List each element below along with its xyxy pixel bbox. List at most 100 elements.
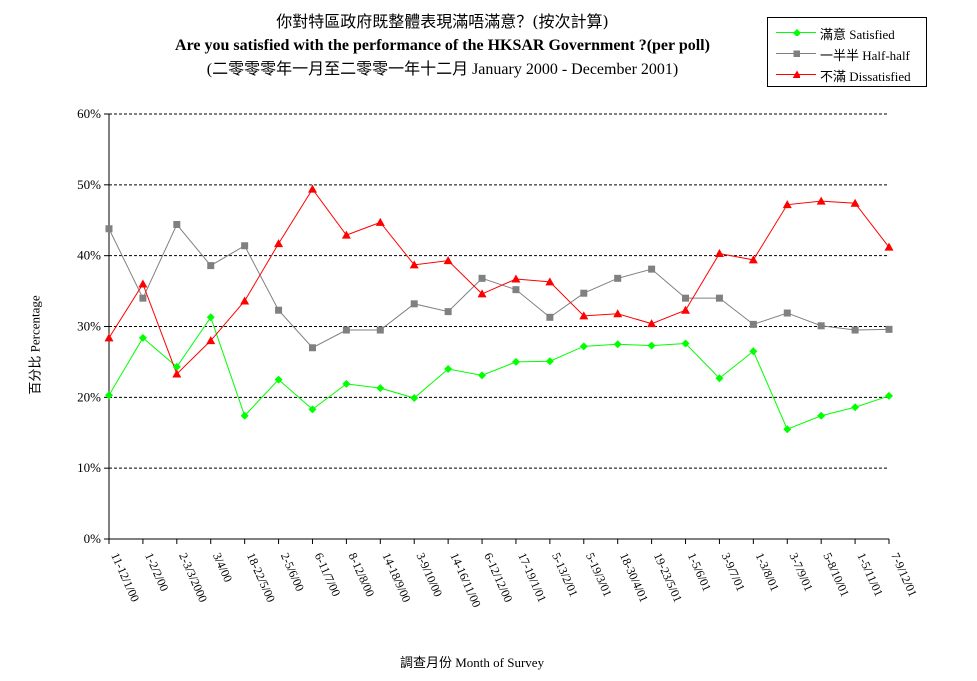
- x-tick-label: 3-9/10/00: [413, 551, 445, 599]
- data-point-series-2: [105, 225, 113, 233]
- data-point-series-1: [783, 425, 792, 434]
- data-point-series-1: [105, 391, 113, 400]
- y-tick-label: 10%: [77, 460, 101, 475]
- data-point-series-1: [511, 357, 520, 366]
- data-point-series-2: [512, 286, 520, 294]
- data-point-series-2: [885, 325, 893, 333]
- y-tick-label: 0%: [84, 531, 102, 546]
- data-point-series-3: [545, 277, 555, 286]
- x-tick-label: 2-3/3/2000: [176, 551, 210, 605]
- x-tick-label: 8-12/8/00: [346, 551, 378, 599]
- legend-marker: [793, 29, 800, 36]
- data-point-series-2: [207, 262, 215, 270]
- data-point-series-1: [715, 374, 724, 383]
- data-point-series-1: [206, 313, 215, 322]
- data-point-series-3: [443, 256, 453, 265]
- legend-label: 一半半 Half-half: [820, 48, 910, 63]
- series-line-3: [108, 188, 890, 375]
- data-point-series-1: [240, 411, 249, 420]
- data-point-series-3: [613, 309, 623, 318]
- data-point-series-3: [748, 255, 758, 264]
- y-tick-label: 40%: [77, 248, 101, 263]
- data-point-series-3: [307, 184, 317, 193]
- x-tick-label: 14-18/9/00: [380, 551, 414, 605]
- data-point-series-2: [275, 306, 283, 314]
- data-point-series-3: [206, 336, 216, 345]
- legend-label: 滿意 Satisfied: [820, 27, 895, 42]
- data-point-series-1: [172, 362, 181, 371]
- x-tick-label: 1-3/8/01: [753, 551, 782, 594]
- chart-subtitle: Are you satisfied with the performance o…: [175, 37, 710, 54]
- data-point-series-1: [851, 403, 860, 412]
- data-point-series-1: [579, 342, 588, 351]
- data-point-series-2: [478, 274, 486, 282]
- chart-title: 你對特區政府既整體表現滿唔滿意？(按次計算): [276, 12, 609, 31]
- data-point-series-2: [410, 300, 418, 308]
- data-point-series-1: [681, 339, 690, 348]
- data-point-series-3: [409, 260, 419, 269]
- data-point-series-2: [682, 294, 690, 302]
- x-tick-label: 1-2/2/00: [142, 551, 171, 594]
- data-point-series-3: [274, 239, 284, 248]
- data-point-series-2: [715, 294, 723, 302]
- legend-marker: [792, 70, 800, 78]
- title-block: 你對特區政府既整體表現滿唔滿意？(按次計算) Are you satisfied…: [0, 10, 885, 82]
- data-point-series-1: [545, 357, 554, 366]
- x-tick-label: 17-19/1/01: [515, 551, 549, 605]
- x-tick-label: 18-30/4/01: [617, 551, 651, 605]
- data-point-series-3: [850, 198, 860, 207]
- data-point-series-3: [782, 200, 792, 209]
- x-tick-label: 11-12/1/00: [108, 551, 142, 604]
- data-point-series-2: [376, 326, 384, 334]
- chart-period: (二零零零年一月至二零零一年十二月 January 2000 - Decembe…: [206, 61, 679, 78]
- data-point-series-1: [342, 379, 351, 388]
- data-point-series-3: [341, 230, 351, 239]
- chart-legend: 滿意 Satisfied 一半半 Half-half 不滿 Dissatisfied: [767, 17, 927, 87]
- data-point-series-3: [681, 305, 691, 314]
- data-point-series-3: [714, 249, 724, 258]
- data-point-series-1: [138, 333, 147, 342]
- x-tick-label: 1-5/6/01: [685, 551, 714, 594]
- y-tick-label: 50%: [77, 177, 101, 192]
- data-point-series-3: [884, 242, 894, 251]
- data-point-series-1: [647, 341, 656, 350]
- data-point-series-2: [241, 242, 249, 250]
- data-point-series-3: [511, 274, 521, 283]
- x-tick-label: 5-19/3/01: [583, 551, 615, 599]
- legend-item-1: 滿意 Satisfied: [768, 23, 926, 44]
- data-point-series-1: [444, 365, 453, 373]
- legend-item-3: 不滿 Dissatisfied: [768, 65, 926, 86]
- data-point-series-1: [817, 411, 826, 420]
- data-point-series-3: [172, 369, 182, 378]
- data-point-series-3: [647, 319, 657, 328]
- data-point-series-2: [580, 289, 588, 297]
- y-axis-label: 百分比 Percentage: [27, 295, 43, 395]
- series-line-2: [108, 223, 890, 349]
- x-tick-label: 19-23/5/01: [651, 551, 685, 605]
- y-tick-label: 60%: [77, 106, 101, 121]
- x-tick-label: 14-16/11/00: [447, 551, 483, 610]
- data-point-series-2: [173, 221, 181, 228]
- x-tick-label: 6-12/12/00: [481, 551, 515, 605]
- x-tick-label: 3-9/7/01: [719, 551, 748, 594]
- data-point-series-1: [308, 405, 317, 414]
- x-tick-label: 5-13/2/01: [549, 551, 581, 599]
- x-tick-label: 7-9/12/01: [888, 551, 920, 599]
- x-axis-label: 調查月份 Month of Survey: [400, 655, 545, 670]
- data-point-series-1: [478, 371, 487, 380]
- data-point-series-3: [816, 196, 826, 205]
- data-point-series-2: [308, 344, 316, 352]
- data-point-series-3: [138, 279, 148, 288]
- legend-label: 不滿 Dissatisfied: [820, 69, 911, 84]
- data-point-series-3: [240, 296, 250, 305]
- series-line-1: [108, 316, 890, 430]
- data-point-series-1: [274, 375, 283, 384]
- legend-marker: [793, 50, 800, 57]
- data-point-series-3: [104, 333, 114, 342]
- data-point-series-2: [139, 294, 147, 302]
- data-point-series-1: [885, 391, 893, 400]
- legend-item-2: 一半半 Half-half: [768, 44, 926, 65]
- x-tick-label: 3-7/9/01: [787, 551, 816, 594]
- x-tick-label: 6-11/7/00: [312, 551, 344, 599]
